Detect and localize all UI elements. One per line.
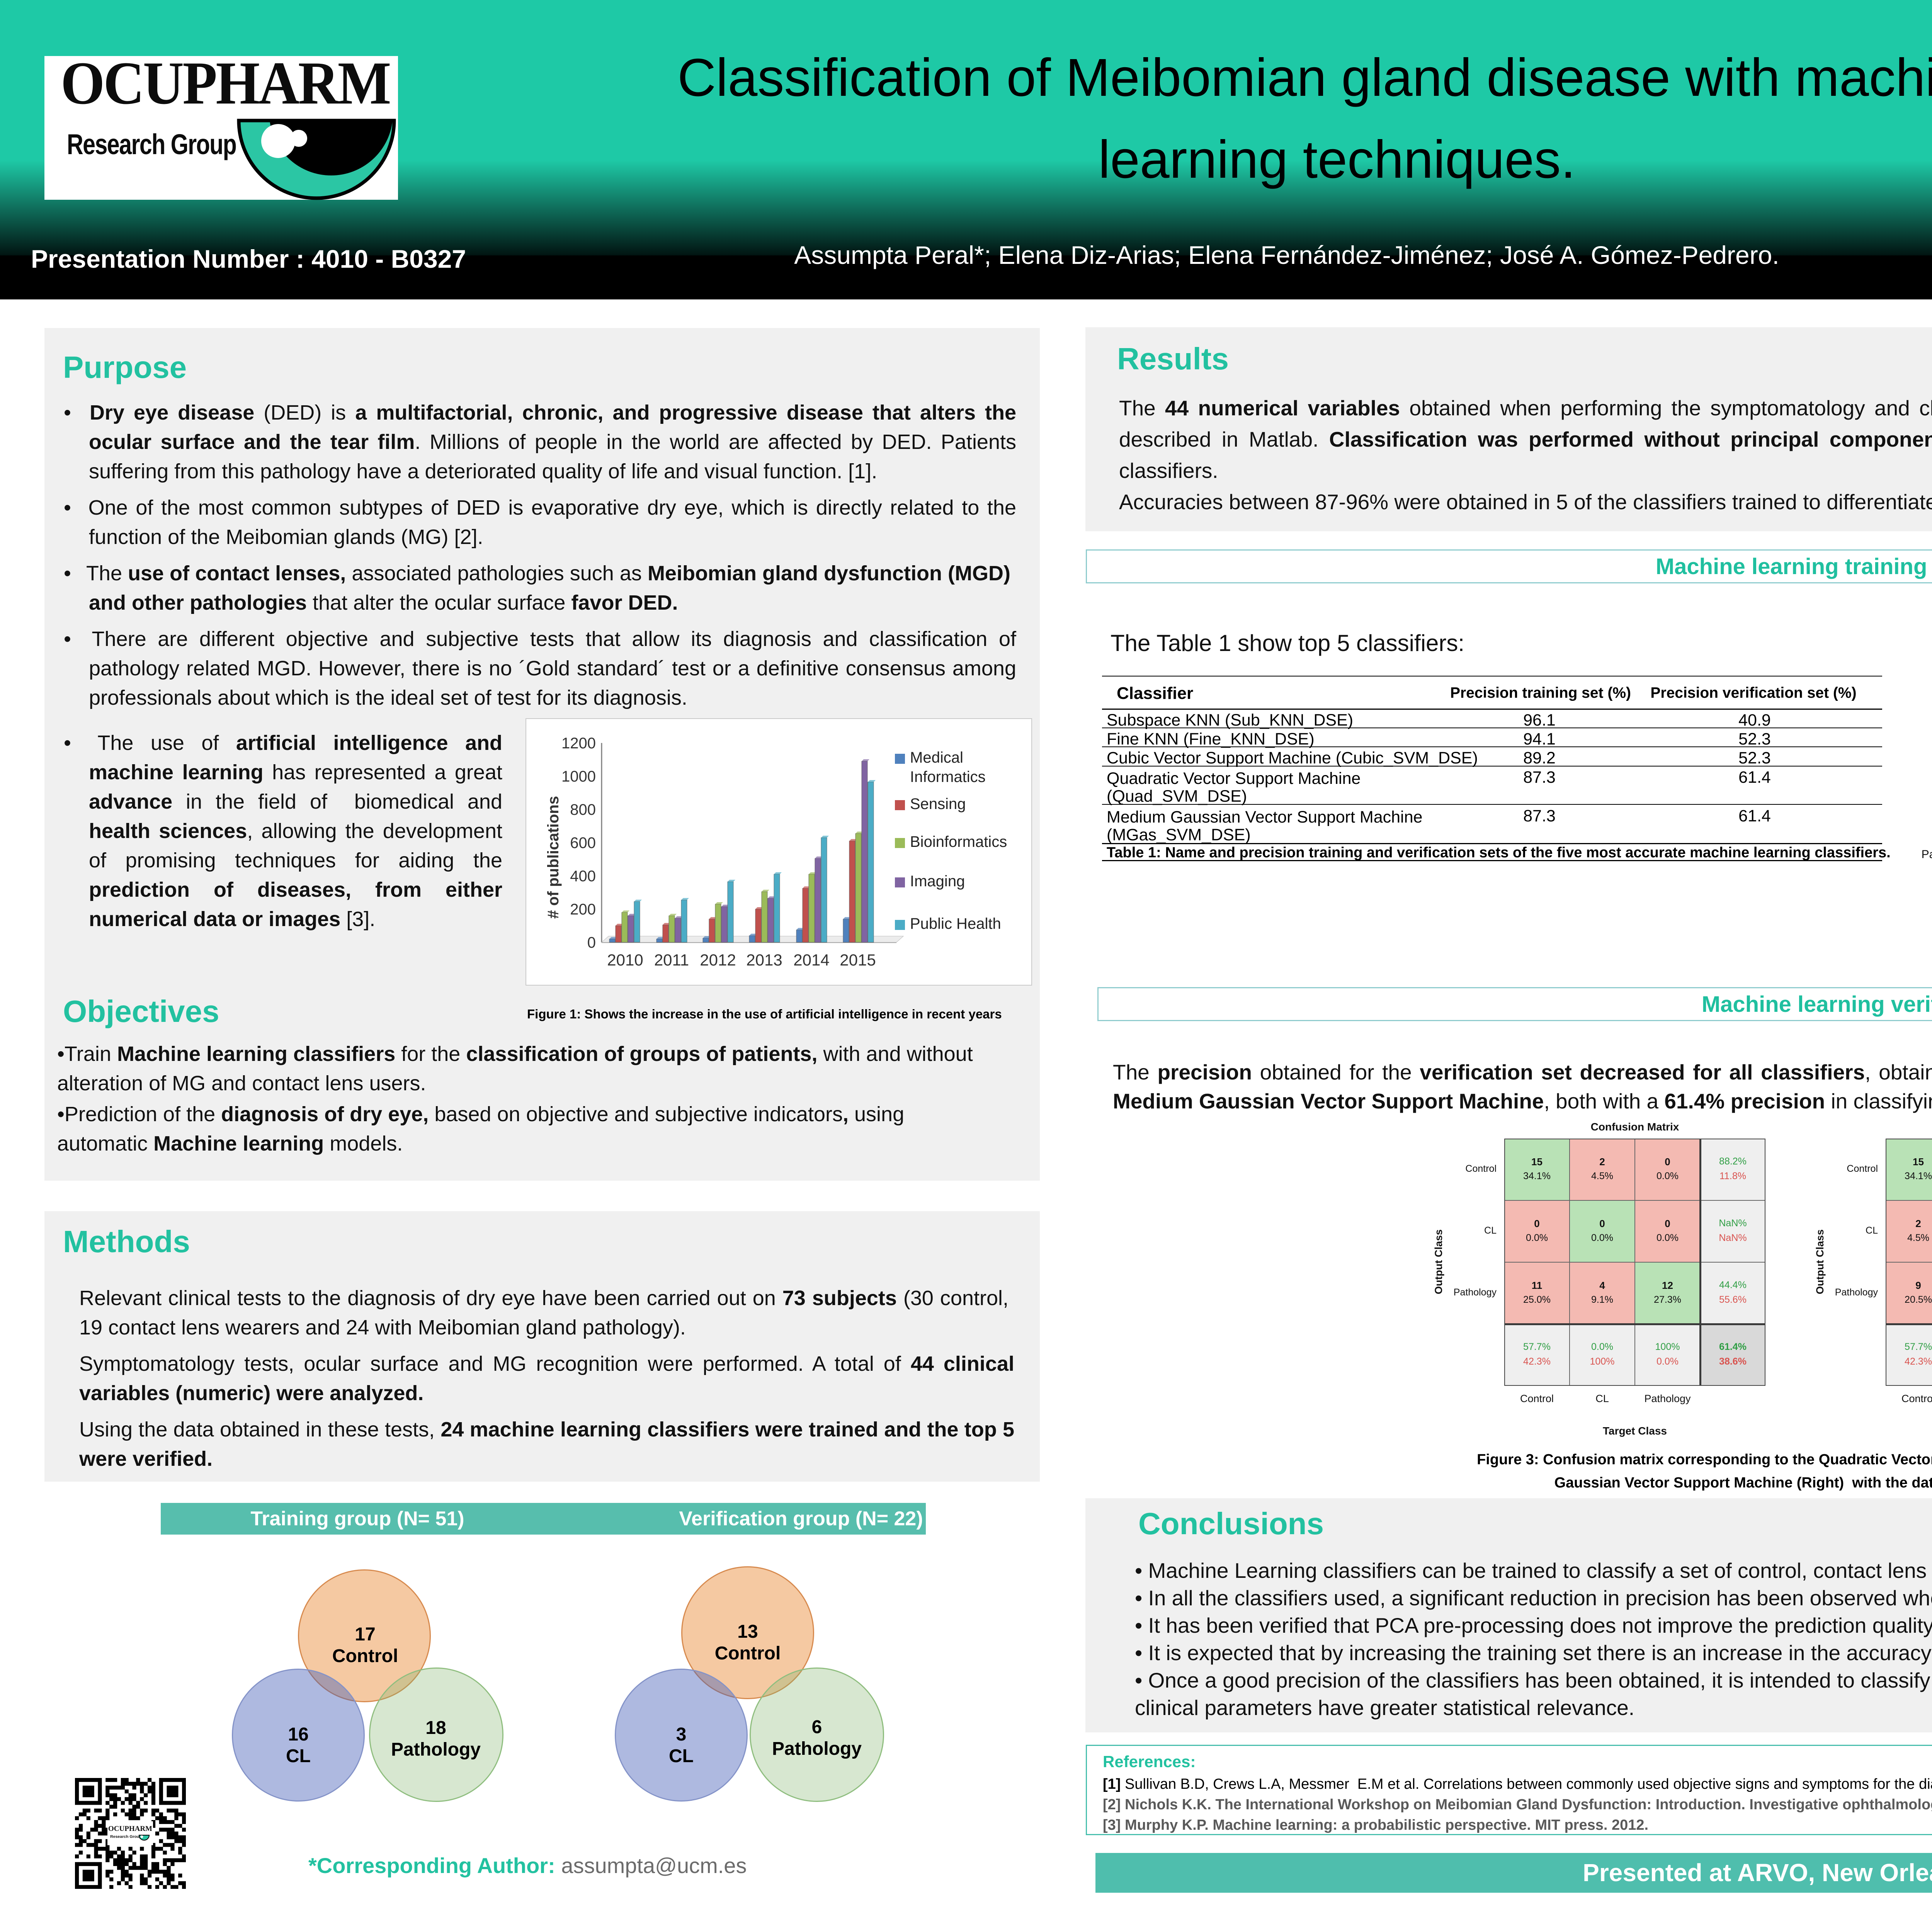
svg-text:Sensing: Sensing [910, 795, 966, 812]
svg-text:400: 400 [570, 868, 596, 885]
svg-text:1000: 1000 [561, 768, 596, 785]
svg-text:Bioinformatics: Bioinformatics [910, 833, 1007, 850]
svg-text:200: 200 [570, 901, 596, 918]
svg-text:Imaging: Imaging [910, 873, 965, 890]
svg-text:# of publications: # of publications [545, 796, 562, 919]
svg-text:800: 800 [570, 801, 596, 818]
svg-text:2013: 2013 [746, 951, 782, 969]
svg-text:2015: 2015 [840, 951, 876, 969]
svg-text:1200: 1200 [561, 735, 596, 752]
svg-text:Informatics: Informatics [910, 768, 986, 785]
svg-text:Research Group: Research Group [110, 1834, 142, 1839]
svg-text:600: 600 [570, 835, 596, 852]
svg-text:2012: 2012 [700, 951, 736, 969]
svg-text:0: 0 [587, 934, 596, 951]
svg-text:OCUPHARM: OCUPHARM [108, 1825, 152, 1833]
svg-text:Public Health: Public Health [910, 915, 1001, 932]
svg-text:2010: 2010 [607, 951, 643, 969]
svg-text:2011: 2011 [654, 951, 689, 969]
svg-text:2014: 2014 [793, 951, 829, 969]
svg-text:Medical: Medical [910, 749, 963, 766]
